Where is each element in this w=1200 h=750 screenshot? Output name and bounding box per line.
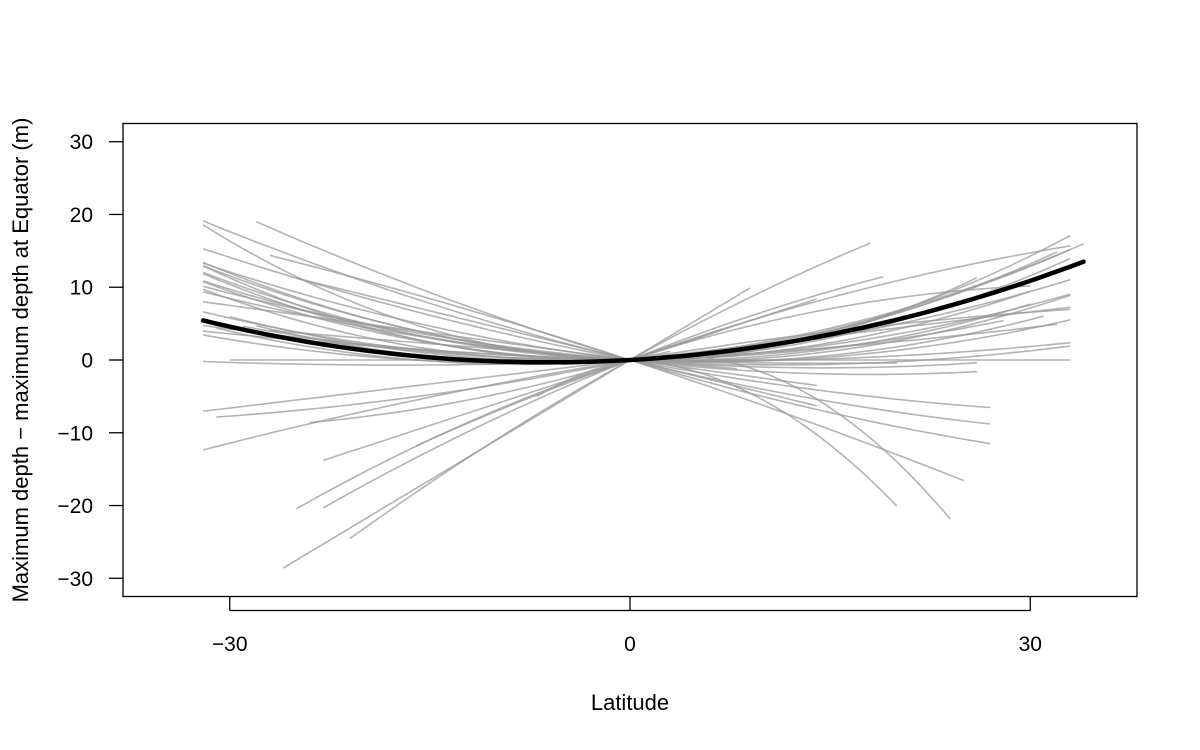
x-axis-label: Latitude <box>591 690 669 715</box>
individual-curve-32 <box>322 275 884 509</box>
individual-curve-35 <box>282 287 751 569</box>
individual-curve-23 <box>202 220 991 425</box>
y-tick-label: 0 <box>81 350 93 373</box>
individual-curve-34 <box>296 285 1031 510</box>
individual-curve-36 <box>349 242 871 540</box>
individual-curve-24 <box>202 247 991 409</box>
y-tick-label: 10 <box>70 277 93 300</box>
y-tick-label: −30 <box>57 568 93 591</box>
y-axis: −30 −20 −10 0 10 20 30 <box>57 131 123 591</box>
individual-curve-41 <box>269 329 737 370</box>
mean-curve <box>200 259 1086 365</box>
x-tick-label: −30 <box>212 633 248 656</box>
individual-curve-33 <box>416 245 1071 447</box>
y-tick-label: −20 <box>57 495 93 518</box>
y-tick-label: 20 <box>70 204 93 227</box>
x-tick-label: 30 <box>1019 633 1042 656</box>
individual-curve-40 <box>202 301 817 387</box>
y-tick-label: 30 <box>70 131 93 154</box>
x-tick-label: 0 <box>624 633 636 656</box>
x-axis: −30 0 30 <box>212 596 1042 656</box>
y-axis-label: Maximum depth − maximum depth at Equator… <box>8 118 33 603</box>
individual-curve-27 <box>269 254 964 482</box>
curves-layer <box>200 220 1086 569</box>
individual-curve-38 <box>563 358 898 507</box>
individual-curve-39 <box>216 350 671 418</box>
individual-curve-5 <box>202 281 1031 361</box>
y-tick-label: −10 <box>57 422 93 445</box>
individual-curve-37 <box>536 354 951 520</box>
